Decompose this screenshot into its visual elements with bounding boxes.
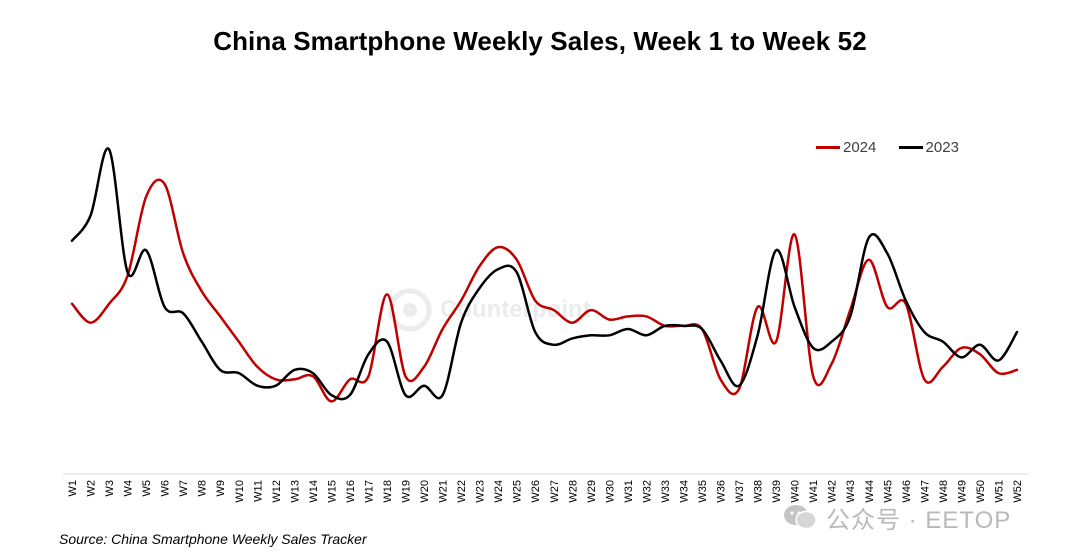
x-tick-label: W18 [382,480,394,503]
legend: 2024 2023 [816,136,977,156]
x-tick-label: W6 [160,480,172,497]
x-tick-label: W41 [808,480,820,503]
legend-item-2023: 2023 [898,139,959,156]
x-tick-label: W4 [123,480,135,497]
x-tick-label: W12 [271,480,283,503]
x-tick-label: W11 [252,480,264,502]
x-tick-label: W25 [512,480,524,503]
x-tick-label: W47 [919,480,931,503]
x-tick-label: W44 [864,480,876,503]
x-tick-label: W17 [363,480,375,503]
legend-swatch-2024 [816,146,840,149]
x-tick-label: W31 [623,480,635,503]
x-tick-label: W35 [697,480,709,503]
x-tick-label: W27 [549,480,561,503]
x-tick-label: W1 [67,480,79,497]
wechat-watermark: 公众号 · EETOP [826,507,1012,534]
x-tick-label: W29 [586,480,598,503]
x-tick-label: W22 [456,480,468,503]
x-tick-label: W23 [475,480,487,503]
x-tick-label: W32 [641,480,653,503]
x-tick-label: W38 [753,480,765,503]
x-tick-label: W48 [938,480,950,503]
series-line-2023 [70,147,1019,401]
source-note: Source: China Smartphone Weekly Sales Tr… [59,531,367,547]
x-tick-label: W33 [660,480,672,503]
x-tick-label: W24 [493,480,505,503]
x-tick-label: W30 [604,480,616,503]
x-tick-label: W42 [827,480,839,503]
x-tick-label: W14 [308,480,320,503]
x-tick-label: W19 [401,480,413,503]
x-tick-label: W10 [234,480,246,503]
legend-item-2024: 2024 [816,139,876,156]
x-tick-label: W7 [178,480,190,497]
x-tick-label: W46 [901,480,913,503]
legend-label-2024: 2024 [843,139,877,156]
x-tick-label: W5 [141,480,153,497]
x-tick-label: W8 [197,480,209,497]
x-tick-label: W50 [975,480,987,503]
counterpoint-logo-icon [388,288,432,332]
legend-swatch-2023 [898,146,923,149]
x-tick-label: W28 [567,480,579,503]
x-tick-label: W20 [419,480,431,503]
chart-title: China Smartphone Weekly Sales, Week 1 to… [213,26,867,56]
x-tick-label: W2 [86,480,98,497]
x-tick-label: W21 [438,480,450,503]
x-tick-label: W37 [734,480,746,503]
series-lines [70,147,1019,403]
series-line-2024 [70,178,1019,403]
x-tick-label: W9 [215,480,227,497]
x-tick-label: W40 [790,480,802,503]
x-tick-label: W34 [678,480,690,503]
x-tick-label: W49 [956,480,968,503]
x-tick-label: W26 [530,480,542,503]
x-tick-label: W52 [1012,480,1024,503]
legend-label-2023: 2023 [925,139,959,156]
x-tick-label: W39 [771,480,783,503]
x-tick-label: W45 [882,480,894,503]
x-tick-label: W16 [345,480,357,503]
x-tick-label: W13 [289,480,301,503]
wechat-icon [784,505,817,530]
x-tick-label: W36 [716,480,728,503]
x-tick-label: W51 [993,480,1005,503]
x-axis-ticks: W1 W2 W3 W4 W5 W6 W7 W8 W9 W10 W11 W12 W13 W14 W15 W16 W… [67,480,1024,503]
x-tick-label: W3 [104,480,116,497]
x-tick-label: W15 [326,480,338,503]
x-tick-label: W43 [845,480,857,503]
